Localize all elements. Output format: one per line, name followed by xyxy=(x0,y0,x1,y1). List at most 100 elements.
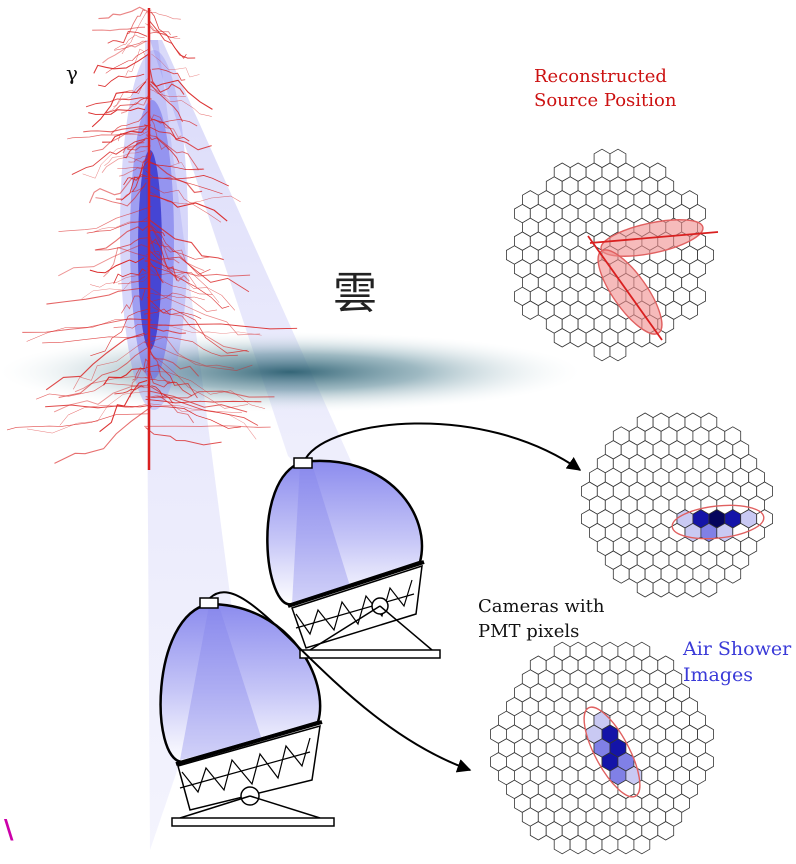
particle-track xyxy=(122,141,145,154)
arrow-front-camera xyxy=(209,591,472,773)
particle-track xyxy=(147,248,250,293)
particle-track xyxy=(113,323,150,329)
particle-track xyxy=(147,229,166,237)
particle-track xyxy=(148,257,251,277)
cloud-kanji-label: 雲 xyxy=(333,268,377,319)
particle-track xyxy=(35,382,150,400)
particle-track xyxy=(149,224,205,271)
particle-track xyxy=(103,367,146,386)
particle-track xyxy=(72,338,149,390)
particle-track xyxy=(58,347,148,398)
particle-track xyxy=(148,135,180,163)
particle-track xyxy=(114,40,148,51)
particle-track xyxy=(150,118,212,151)
particle-tracks xyxy=(6,6,298,470)
particle-track xyxy=(128,155,148,163)
particle-track xyxy=(147,218,224,261)
particle-track xyxy=(74,376,151,393)
telescope-back xyxy=(266,457,441,659)
pmt-pixel xyxy=(724,564,742,584)
pmt-pixel xyxy=(569,834,587,855)
particle-track xyxy=(151,53,200,78)
camera-image-reconstructed xyxy=(505,148,719,362)
particle-track xyxy=(150,274,213,295)
reconstructed-label-line2: Source Position xyxy=(534,90,677,111)
hillas-ellipse xyxy=(671,504,765,540)
reconstructed-label-line1: Reconstructed xyxy=(534,66,667,87)
particle-track xyxy=(149,236,190,282)
particle-track xyxy=(22,318,152,333)
particle-track xyxy=(148,191,241,205)
particle-track xyxy=(114,34,145,50)
particle-track xyxy=(149,349,200,377)
camera-box-front xyxy=(199,597,219,609)
arrow-back-camera xyxy=(305,422,582,471)
particle-track xyxy=(90,271,149,288)
particle-track xyxy=(58,206,152,232)
major-axis-line xyxy=(589,231,719,244)
particle-track xyxy=(105,95,150,114)
particle-track xyxy=(54,405,153,464)
particle-track xyxy=(132,358,150,381)
particle-track xyxy=(93,52,151,74)
particle-track xyxy=(147,84,212,117)
pmt-pixel xyxy=(681,300,698,320)
reconstructed-label: Reconstructed Source Position xyxy=(534,66,677,111)
hillas-ellipse xyxy=(597,249,663,335)
particle-track xyxy=(53,385,150,413)
particle-track xyxy=(102,40,146,64)
particle-track xyxy=(148,403,242,414)
particle-track xyxy=(149,292,218,312)
particle-track xyxy=(150,238,178,281)
particle-track xyxy=(147,24,171,36)
particle-track xyxy=(148,367,193,397)
particle-track xyxy=(127,145,151,151)
particle-track xyxy=(98,73,145,88)
particle-track xyxy=(6,413,150,431)
particle-track xyxy=(151,335,238,357)
particle-track xyxy=(104,81,145,114)
particle-track xyxy=(120,93,150,114)
particle-track xyxy=(46,287,151,305)
air-shower-label-line1: Air Shower xyxy=(682,638,792,660)
particle-track xyxy=(146,371,266,409)
particle-track xyxy=(145,251,197,287)
particle-track xyxy=(145,11,181,20)
camera-image-front-telescope xyxy=(490,641,714,855)
air-shower-label-line2: Images xyxy=(683,664,753,686)
particle-track xyxy=(92,26,146,32)
hillas-ellipse xyxy=(583,706,641,798)
particle-track xyxy=(113,268,147,284)
particle-track xyxy=(93,216,149,233)
cameras-label-line2: PMT pixels xyxy=(478,621,579,642)
particle-track xyxy=(83,124,152,133)
particle-track xyxy=(88,107,146,115)
particle-track xyxy=(150,224,180,264)
particle-track xyxy=(121,9,152,55)
camera-image-back-telescope xyxy=(581,412,773,598)
particle-track xyxy=(146,296,248,354)
particle-track xyxy=(101,154,150,173)
particle-track xyxy=(119,166,145,177)
camera-box-back xyxy=(293,457,313,469)
particle-track xyxy=(89,257,145,274)
particle-track xyxy=(147,88,186,98)
particle-track xyxy=(94,225,149,251)
particle-track xyxy=(95,237,151,251)
particle-track xyxy=(144,175,229,187)
particle-track xyxy=(149,31,178,38)
particle-track xyxy=(149,405,241,429)
particle-track xyxy=(144,425,271,428)
corner-mark: \ xyxy=(4,815,14,845)
particle-track xyxy=(150,354,249,409)
particle-track xyxy=(45,404,152,409)
particle-track xyxy=(120,185,145,202)
particle-track xyxy=(105,49,149,74)
particle-track xyxy=(149,161,203,194)
particle-track xyxy=(145,23,181,39)
particle-track xyxy=(86,220,148,234)
particle-track xyxy=(143,308,202,319)
particle-track xyxy=(85,97,152,108)
particle-track xyxy=(145,364,198,399)
